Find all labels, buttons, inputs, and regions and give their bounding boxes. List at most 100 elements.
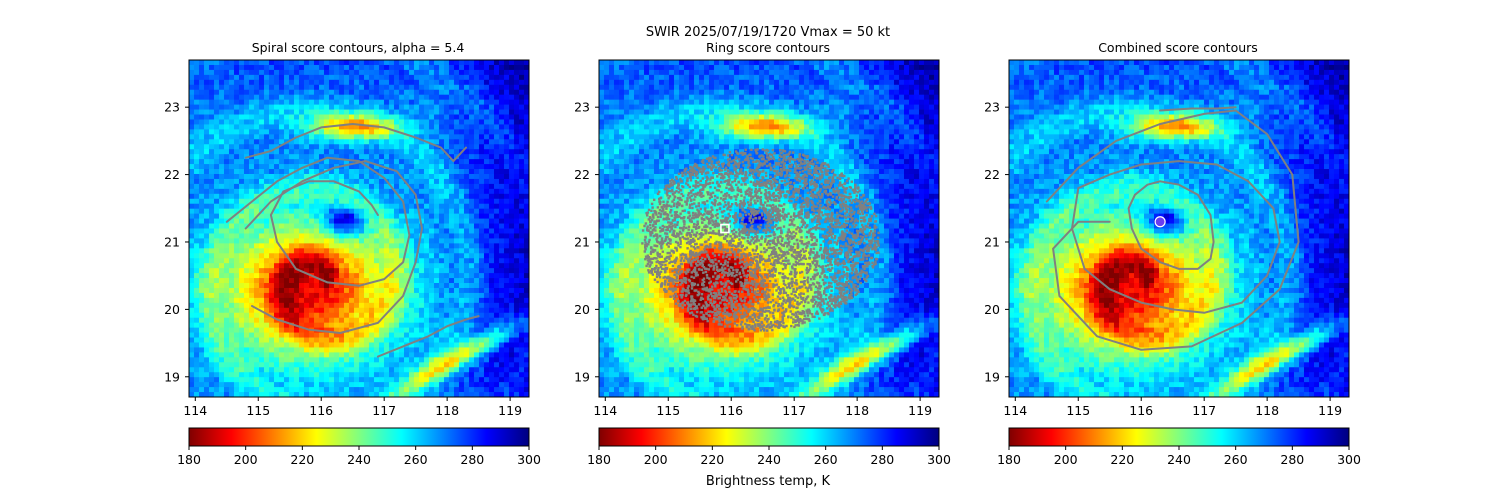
- heatmap-cell: [509, 297, 515, 304]
- heatmap-cell: [229, 139, 235, 145]
- heatmap-cell: [304, 283, 310, 289]
- heatmap-cell: [459, 387, 465, 393]
- heatmap-cell: [454, 387, 460, 393]
- heatmap-cell: [449, 228, 455, 234]
- heatmap-cell: [379, 258, 385, 264]
- heatmap-cell: [494, 208, 500, 215]
- heatmap-cell: [364, 124, 370, 130]
- heatmap-cell: [364, 253, 370, 259]
- heatmap-cell: [204, 144, 210, 150]
- heatmap-cell: [249, 332, 255, 338]
- heatmap-cell: [404, 382, 410, 388]
- heatmap-cell: [189, 233, 195, 239]
- heatmap-cell: [314, 183, 320, 190]
- heatmap-cell: [349, 159, 355, 165]
- heatmap-cell: [509, 84, 515, 91]
- heatmap-cell: [404, 292, 410, 299]
- heatmap-cell: [499, 99, 505, 106]
- heatmap-cell: [449, 292, 455, 299]
- heatmap-cell: [494, 84, 500, 91]
- heatmap-cell: [289, 119, 295, 125]
- heatmap-cell: [299, 154, 305, 160]
- heatmap-cell: [364, 268, 370, 274]
- heatmap-cell: [504, 372, 510, 378]
- heatmap-cell: [409, 382, 415, 388]
- heatmap-cell: [509, 278, 515, 284]
- heatmap-cell: [614, 273, 620, 279]
- heatmap-cell: [444, 139, 450, 145]
- heatmap-cell: [419, 233, 425, 239]
- heatmap-cell: [404, 109, 410, 115]
- heatmap-cell: [474, 302, 480, 309]
- heatmap-cell: [414, 119, 420, 125]
- heatmap-cell: [304, 218, 310, 224]
- heatmap-cell: [399, 64, 405, 71]
- heatmap-cell: [489, 169, 495, 175]
- heatmap-cell: [404, 144, 410, 150]
- heatmap-cell: [394, 302, 400, 309]
- heatmap-cell: [469, 188, 475, 195]
- heatmap-cell: [364, 302, 370, 309]
- heatmap-cell: [349, 213, 355, 219]
- heatmap-cell: [354, 287, 360, 294]
- heatmap-cell: [319, 208, 325, 215]
- heatmap-cell: [374, 60, 380, 66]
- heatmap-cell: [459, 263, 465, 269]
- heatmap-cell: [199, 258, 205, 264]
- heatmap-cell: [259, 129, 265, 135]
- heatmap-cell: [614, 114, 620, 120]
- heatmap-cell: [214, 164, 220, 170]
- heatmap-cell: [489, 327, 495, 333]
- heatmap-cell: [619, 253, 625, 259]
- heatmap-cell: [264, 124, 270, 130]
- heatmap-cell: [194, 178, 200, 185]
- heatmap-cell: [469, 307, 475, 314]
- heatmap-cell: [204, 362, 210, 368]
- heatmap-cell: [614, 362, 620, 368]
- heatmap-cell: [494, 337, 500, 343]
- heatmap-cell: [609, 89, 615, 96]
- heatmap-cell: [344, 287, 350, 294]
- heatmap-cell: [369, 317, 375, 324]
- heatmap-cell: [619, 278, 625, 284]
- heatmap-cell: [374, 193, 380, 200]
- heatmap-cell: [224, 258, 230, 264]
- heatmap-cell: [449, 129, 455, 135]
- heatmap-cell: [334, 84, 340, 91]
- heatmap-cell: [389, 193, 395, 200]
- heatmap-cell: [449, 362, 455, 368]
- heatmap-cell: [304, 377, 310, 383]
- heatmap-cell: [339, 347, 345, 353]
- heatmap-cell: [284, 208, 290, 215]
- heatmap-cell: [399, 79, 405, 86]
- heatmap-cell: [369, 307, 375, 314]
- heatmap-cell: [264, 287, 270, 294]
- heatmap-cell: [384, 377, 390, 383]
- heatmap-cell: [269, 392, 275, 397]
- heatmap-cell: [249, 317, 255, 324]
- heatmap-cell: [204, 352, 210, 358]
- heatmap-cell: [269, 377, 275, 383]
- heatmap-cell: [519, 278, 525, 284]
- heatmap-cell: [264, 159, 270, 165]
- heatmap-cell: [604, 149, 610, 155]
- heatmap-cell: [204, 193, 210, 200]
- heatmap-cell: [604, 223, 610, 229]
- heatmap-cell: [459, 372, 465, 378]
- heatmap-cell: [409, 392, 415, 397]
- heatmap-cell: [199, 159, 205, 165]
- heatmap-cell: [259, 193, 265, 200]
- heatmap-cell: [389, 243, 395, 249]
- heatmap-cell: [269, 144, 275, 150]
- heatmap-cell: [379, 243, 385, 249]
- heatmap-cell: [349, 243, 355, 249]
- heatmap-cell: [424, 367, 430, 373]
- heatmap-cell: [244, 193, 250, 200]
- heatmap-cell: [314, 372, 320, 378]
- heatmap-cell: [254, 342, 260, 348]
- heatmap-cell: [419, 342, 425, 348]
- heatmap-cell: [304, 243, 310, 249]
- heatmap-cell: [214, 258, 220, 264]
- heatmap-cell: [519, 79, 525, 86]
- heatmap-cell: [499, 292, 505, 299]
